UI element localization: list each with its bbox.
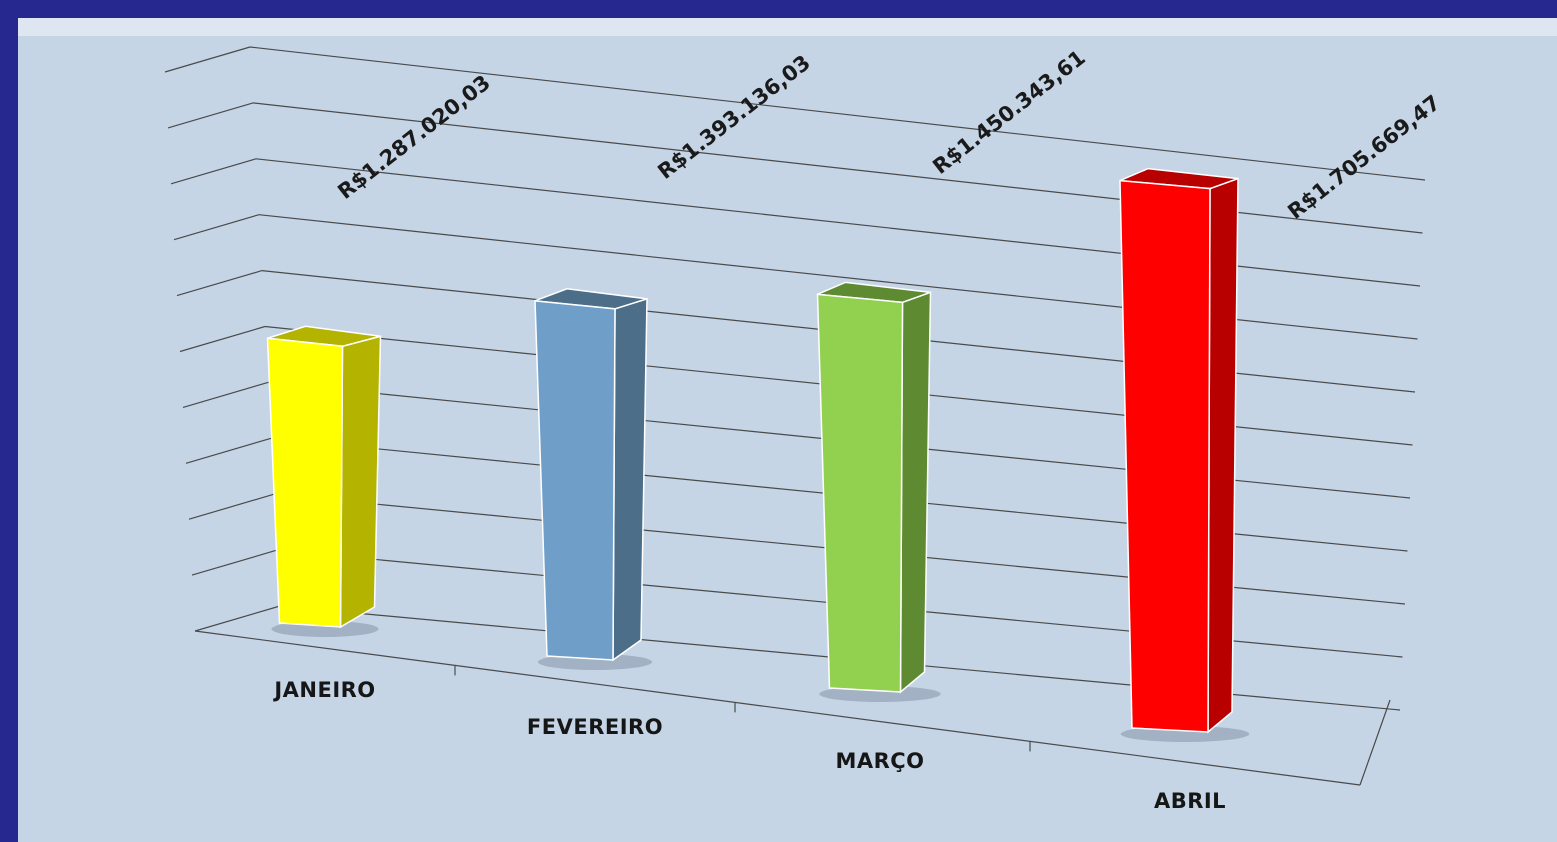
- x-tick-label: ABRIL: [1154, 789, 1226, 813]
- x-tick-label: JANEIRO: [272, 678, 375, 702]
- bar-janeiro: [266, 325, 382, 637]
- gridline-side: [170, 158, 257, 185]
- floor-front-edge: [194, 630, 1361, 786]
- plot-area: [18, 18, 1557, 842]
- bar-shadow: [819, 686, 941, 702]
- floor: [194, 630, 1391, 786]
- bar-side: [339, 335, 382, 629]
- gridline-side: [194, 605, 281, 632]
- bar-front: [534, 299, 616, 661]
- gridline: [249, 46, 1426, 181]
- bar-fevereiro: [534, 288, 653, 670]
- bar-março: [816, 281, 941, 702]
- bar-front: [1119, 179, 1211, 733]
- bar-shadow: [1120, 726, 1250, 742]
- bar-front: [266, 337, 344, 628]
- bars: [266, 167, 1250, 742]
- gridline-side: [167, 102, 254, 129]
- floor-right-edge: [1359, 699, 1391, 786]
- gridline-side: [182, 381, 269, 408]
- gridline-side: [179, 325, 266, 353]
- bar-shadow: [537, 654, 653, 670]
- gridline-side: [185, 437, 272, 464]
- bar-abril: [1119, 167, 1250, 742]
- x-tick-label: FEVEREIRO: [527, 715, 663, 739]
- gridline-side: [176, 270, 263, 297]
- x-tick-label: MARÇO: [835, 749, 924, 773]
- bar-front: [816, 293, 904, 693]
- gridline-side: [188, 493, 275, 520]
- gridline-side: [191, 549, 278, 576]
- plot-top-strip: [18, 18, 1557, 36]
- gridline-side: [173, 214, 260, 241]
- gridline-side: [164, 46, 251, 73]
- bar-side: [612, 297, 648, 662]
- bar-shadow: [271, 621, 379, 637]
